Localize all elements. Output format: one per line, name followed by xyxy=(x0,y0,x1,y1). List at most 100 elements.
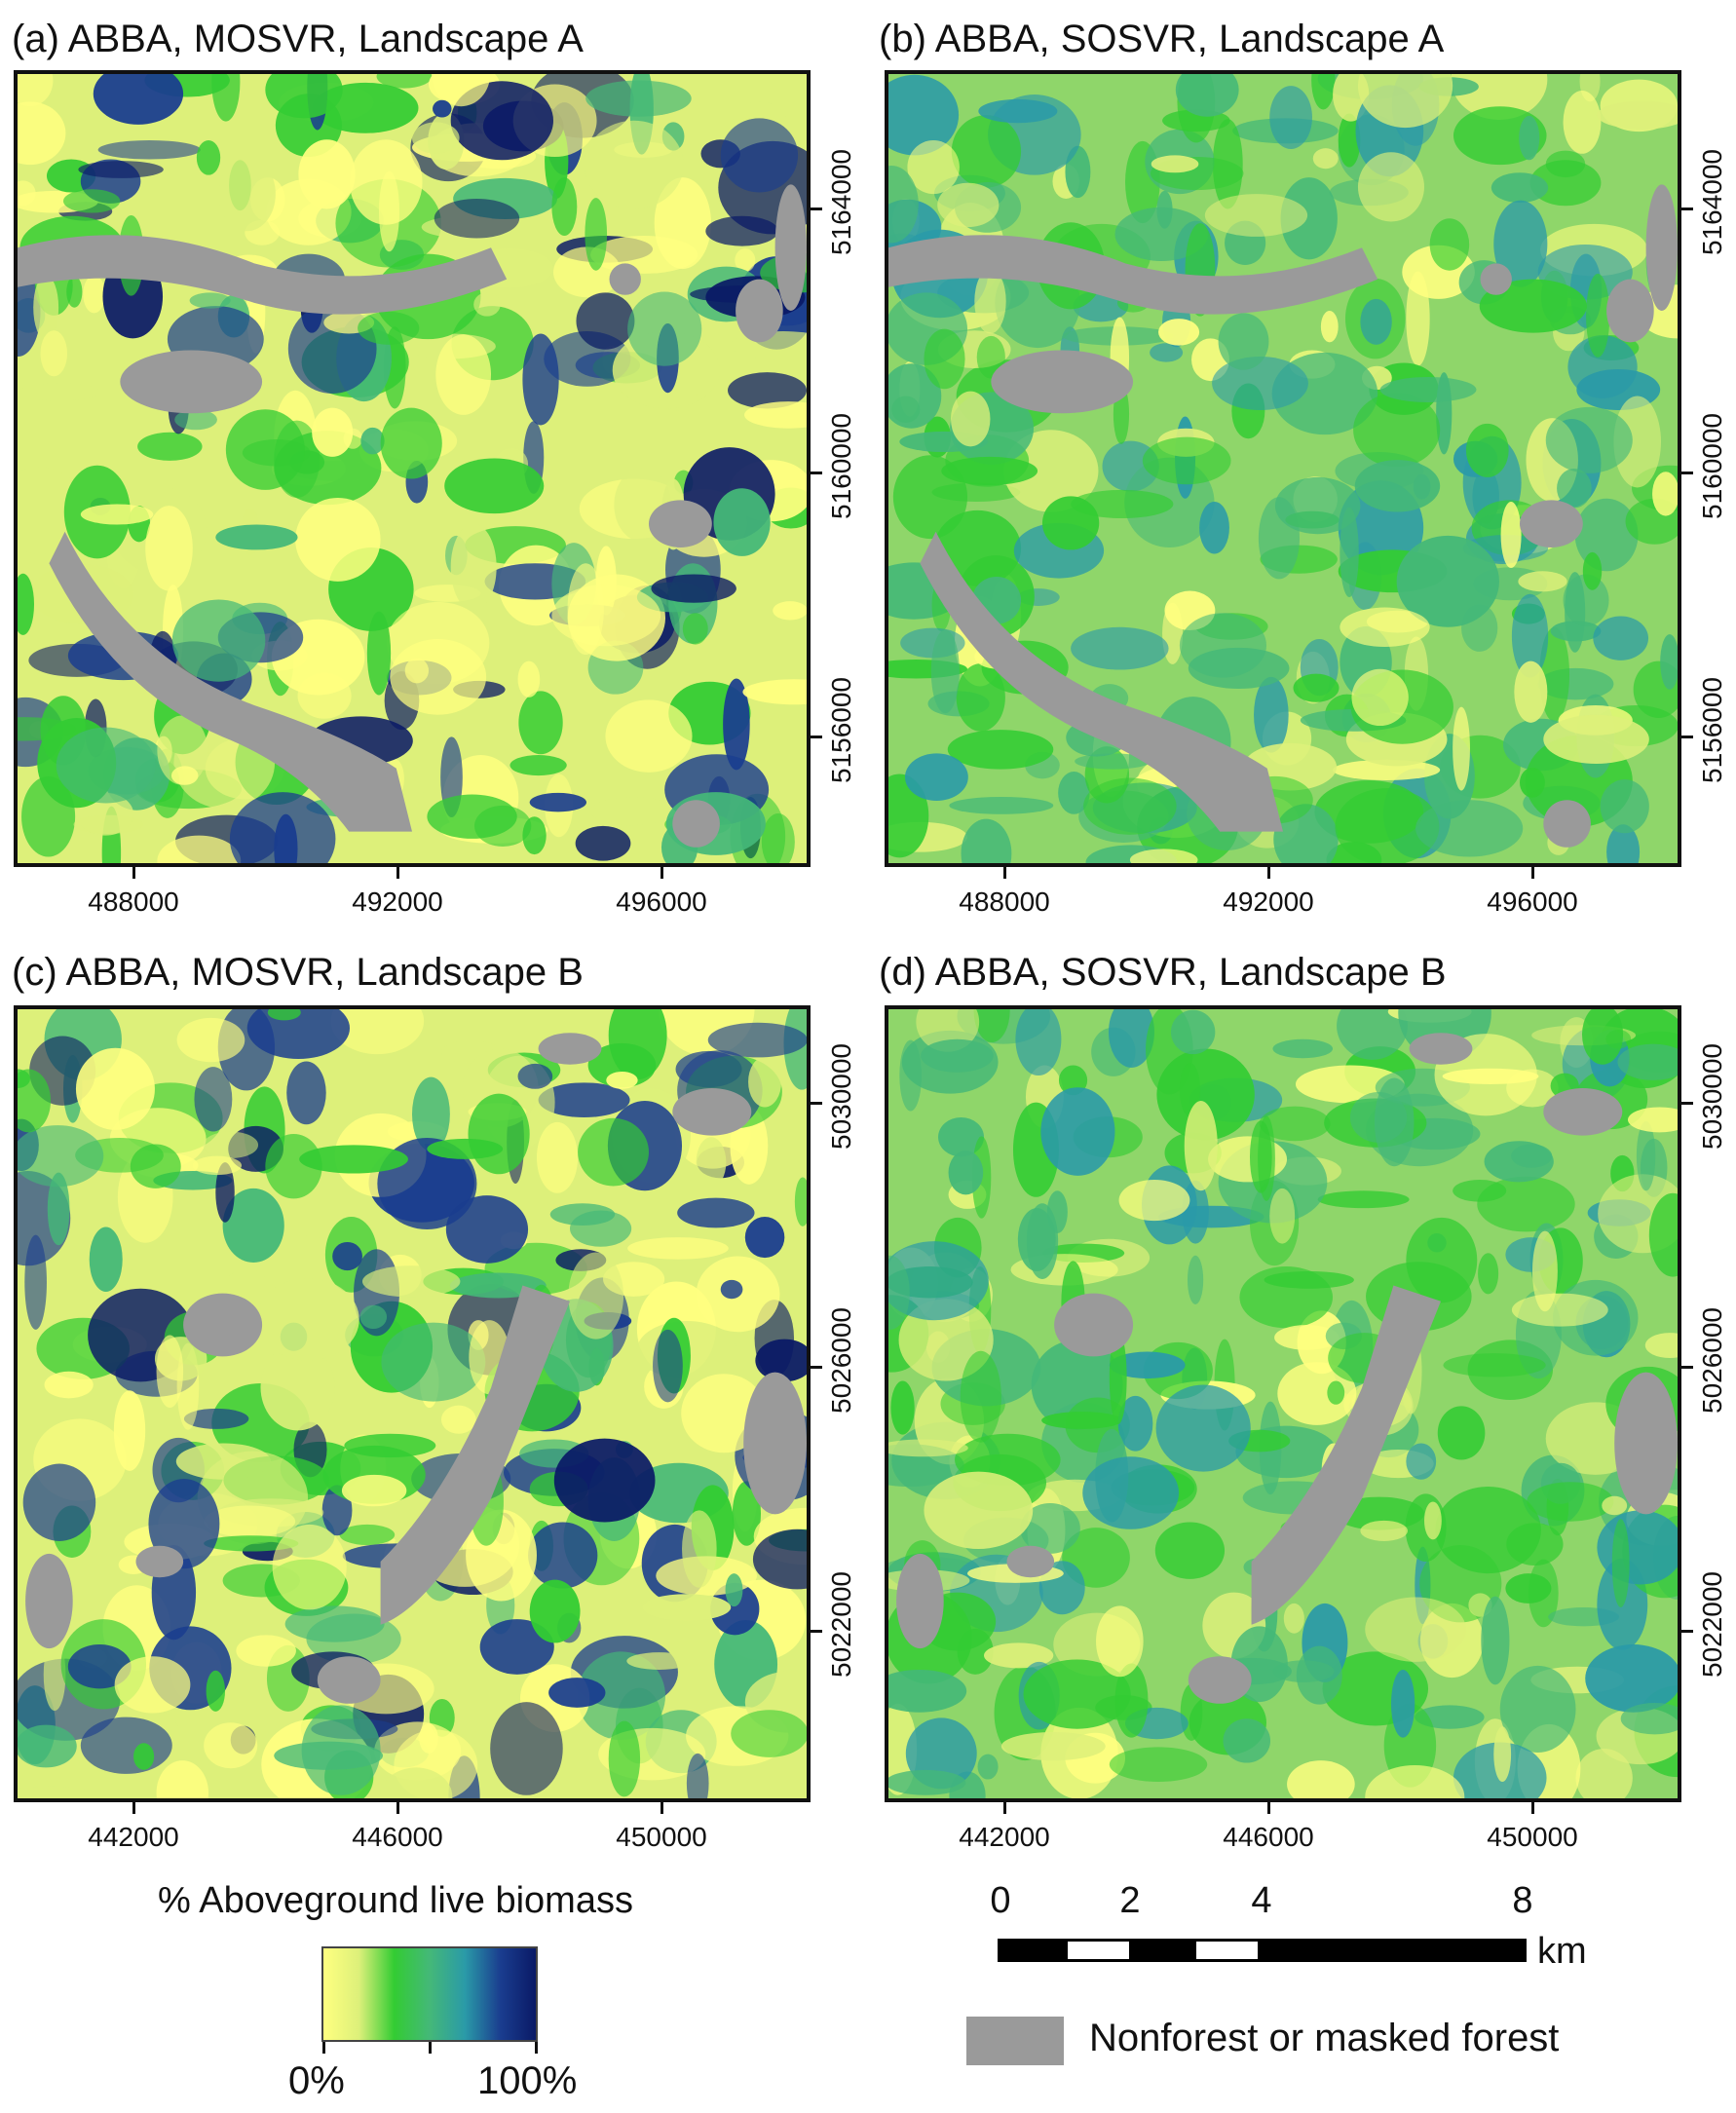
y-tick xyxy=(811,1366,822,1369)
biomass-patch xyxy=(381,1322,486,1402)
nonforest-lake xyxy=(317,1656,381,1704)
x-tick-label: 450000 xyxy=(1487,1822,1578,1852)
biomass-patch xyxy=(1277,1362,1357,1425)
biomass-patch xyxy=(225,409,305,490)
colorbar-min-label: 0% xyxy=(288,2059,345,2102)
biomass-patch xyxy=(587,1042,657,1088)
biomass-patch xyxy=(1041,496,1100,550)
biomass-patch xyxy=(157,715,208,785)
map-panel-c xyxy=(14,1005,811,1802)
biomass-patch xyxy=(1317,1190,1410,1209)
biomass-patch xyxy=(1340,507,1359,598)
x-tick xyxy=(1267,1802,1270,1814)
y-tick-label: 5030000 xyxy=(826,1042,856,1150)
biomass-patch xyxy=(1602,1495,1628,1516)
biomass-patch xyxy=(1365,1597,1466,1662)
biomass-patch xyxy=(194,1067,233,1132)
biomass-patch xyxy=(1218,313,1269,370)
biomass-patch xyxy=(1644,1333,1678,1359)
biomass-patch xyxy=(267,1009,301,1021)
biomass-patch xyxy=(450,523,497,611)
biomass-patch xyxy=(1557,469,1592,509)
nonforest-lake xyxy=(120,350,263,414)
biomass-patch xyxy=(907,140,960,195)
biomass-patch xyxy=(445,1195,529,1264)
biomass-colorbar xyxy=(321,1946,538,2042)
biomass-patch xyxy=(978,98,1058,124)
nonforest-lake xyxy=(1251,1285,1441,1625)
map-c-raster xyxy=(18,1009,807,1798)
biomass-patch xyxy=(577,1651,666,1741)
x-tick-label: 446000 xyxy=(352,1822,443,1852)
biomass-patch xyxy=(723,678,750,771)
biomass-patch xyxy=(1158,319,1200,346)
biomass-patch xyxy=(222,1188,284,1264)
biomass-patch xyxy=(1437,1406,1486,1460)
biomass-patch xyxy=(960,1350,1001,1443)
biomass-patch xyxy=(114,1656,191,1714)
biomass-patch xyxy=(575,825,631,861)
biomass-patch xyxy=(949,796,1054,814)
biomass-patch xyxy=(1109,1351,1186,1379)
biomass-patch xyxy=(1453,706,1470,791)
biomass-patch xyxy=(171,599,266,682)
biomass-patch xyxy=(1199,502,1229,554)
biomass-patch xyxy=(176,1017,245,1063)
biomass-patch xyxy=(930,629,960,714)
y-tick-label: 5160000 xyxy=(1697,412,1727,519)
biomass-patch xyxy=(432,74,491,107)
biomass-patch xyxy=(552,246,622,298)
biomass-patch xyxy=(1280,177,1338,260)
panel-c-title: (c) ABBA, MOSVR, Landscape B xyxy=(12,951,584,994)
y-tick xyxy=(811,208,822,210)
biomass-patch xyxy=(260,1343,335,1431)
x-tick-label: 496000 xyxy=(616,887,707,917)
biomass-patch xyxy=(93,74,184,125)
biomass-patch xyxy=(585,80,692,117)
biomass-patch xyxy=(1354,460,1441,512)
nonforest-swatch xyxy=(966,2017,1064,2065)
panel-a-title: (a) ABBA, MOSVR, Landscape A xyxy=(12,18,584,60)
y-tick xyxy=(1681,1102,1693,1105)
biomass-patch xyxy=(1272,1660,1335,1682)
scalebar-label-4: 4 xyxy=(1251,1880,1272,1921)
biomass-patch xyxy=(720,118,799,193)
biomass-patch xyxy=(742,679,807,705)
biomass-patch xyxy=(651,574,736,603)
biomass-patch xyxy=(435,334,491,415)
biomass-patch xyxy=(608,1720,641,1797)
biomass-patch xyxy=(888,1669,967,1713)
biomass-patch xyxy=(490,1702,563,1795)
biomass-patch xyxy=(1058,772,1090,814)
x-tick xyxy=(396,1802,399,1814)
biomass-patch xyxy=(1082,1456,1180,1529)
nonforest-lake xyxy=(1409,1033,1473,1065)
biomass-patch xyxy=(627,291,702,366)
biomass-patch xyxy=(1499,1665,1576,1754)
biomass-patch xyxy=(18,101,66,166)
biomass-patch xyxy=(606,1071,638,1089)
nonforest-lake xyxy=(743,1372,807,1515)
biomass-patch xyxy=(1000,1731,1106,1761)
y-tick xyxy=(1681,208,1693,210)
biomass-patch xyxy=(1443,1353,1546,1377)
y-tick-label: 5030000 xyxy=(1697,1042,1727,1150)
biomass-patch xyxy=(1249,1120,1272,1193)
biomass-patch xyxy=(1611,1519,1630,1607)
y-tick-label: 5022000 xyxy=(1697,1570,1727,1678)
nonforest-lake xyxy=(1188,1656,1252,1704)
biomass-patch xyxy=(1040,1087,1115,1176)
biomass-patch xyxy=(529,1579,581,1643)
y-tick xyxy=(811,736,822,738)
biomass-patch xyxy=(707,1022,807,1058)
nonforest-lake xyxy=(672,1088,752,1136)
nonforest-lake xyxy=(1645,184,1678,311)
biomass-patch xyxy=(479,1619,554,1675)
biomass-patch xyxy=(1259,1106,1331,1142)
biomass-patch xyxy=(204,1505,296,1537)
biomass-patch xyxy=(374,1721,462,1781)
biomass-patch xyxy=(339,1524,396,1545)
biomass-patch xyxy=(1527,1482,1614,1522)
biomass-patch xyxy=(1212,356,1308,411)
biomass-patch xyxy=(18,573,35,635)
